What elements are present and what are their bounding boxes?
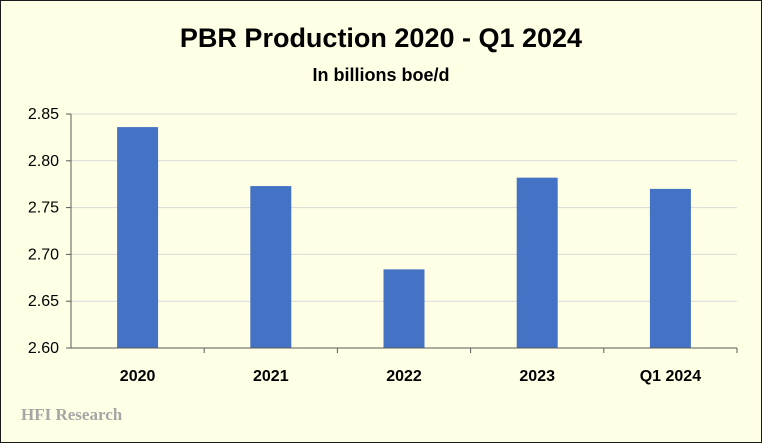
x-tick-labels: 2020 2021 2022 2023 Q1 2024 <box>120 348 738 385</box>
axes <box>70 114 737 349</box>
bar-2021 <box>250 186 292 348</box>
y-tick-label: 2.80 <box>28 153 59 170</box>
bar-2023 <box>516 177 558 348</box>
y-tick-labels: 2.60 2.65 2.70 2.75 2.80 2.85 <box>28 106 71 357</box>
y-tick-label: 2.60 <box>28 340 59 357</box>
y-tick-label: 2.65 <box>28 293 59 310</box>
y-tick-label: 2.70 <box>28 246 59 263</box>
x-tick-label: 2022 <box>386 368 422 385</box>
y-tick-label: 2.75 <box>28 200 59 217</box>
y-tick-label: 2.85 <box>28 106 59 123</box>
x-tick-label: 2023 <box>519 368 555 385</box>
chart-subtitle: In billions boe/d <box>312 65 450 85</box>
watermark: HFI Research <box>21 405 123 424</box>
x-tick-label: Q1 2024 <box>640 368 701 385</box>
chart-title: PBR Production 2020 - Q1 2024 <box>179 23 583 53</box>
x-tick-label: 2021 <box>253 368 289 385</box>
bar-2022 <box>383 269 425 348</box>
x-tick-label: 2020 <box>120 368 156 385</box>
bar-q1-2024 <box>649 188 691 348</box>
bars <box>117 127 691 348</box>
bar-2020 <box>117 127 159 348</box>
